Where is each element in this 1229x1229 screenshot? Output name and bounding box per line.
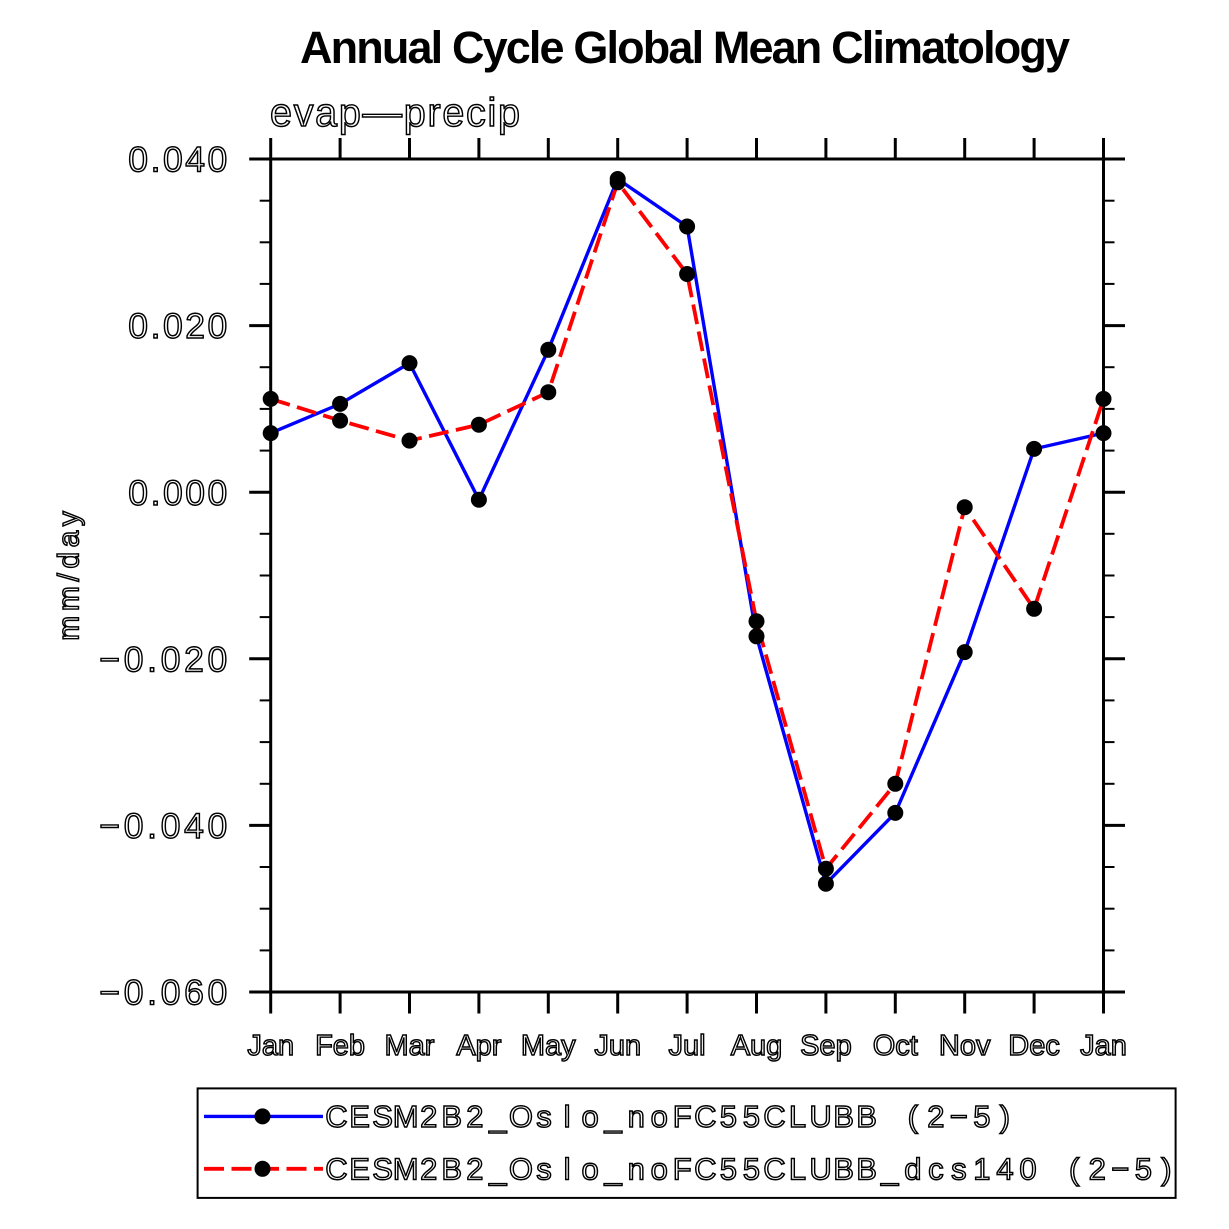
- svg-text:0.040: 0.040: [128, 140, 227, 180]
- svg-text:−0.040: −0.040: [99, 806, 227, 846]
- svg-text:0.000: 0.000: [128, 473, 227, 513]
- svg-text:May: May: [521, 1030, 576, 1062]
- svg-text:Jan: Jan: [247, 1030, 294, 1062]
- svg-text:−0.020: −0.020: [99, 639, 227, 679]
- svg-text:Jan: Jan: [1080, 1030, 1127, 1062]
- svg-text:CESM2B2_Oslo_noFC55CLUBB_dcs14: CESM2B2_Oslo_noFC55CLUBB_dcs140 (2−5): [325, 1151, 1171, 1186]
- svg-text:Jul: Jul: [669, 1030, 706, 1062]
- svg-text:0.020: 0.020: [128, 306, 227, 346]
- svg-text:Oct: Oct: [873, 1030, 918, 1062]
- svg-text:Nov: Nov: [939, 1030, 991, 1062]
- svg-text:Sep: Sep: [800, 1030, 852, 1062]
- svg-text:evap—precip: evap—precip: [270, 91, 520, 135]
- svg-text:mm/day: mm/day: [52, 511, 85, 641]
- svg-text:Dec: Dec: [1008, 1030, 1060, 1062]
- svg-text:Jun: Jun: [594, 1030, 641, 1062]
- svg-text:Feb: Feb: [315, 1030, 365, 1062]
- svg-text:Apr: Apr: [456, 1030, 501, 1062]
- svg-text:CESM2B2_Oslo_noFC55CLUBB (2−5): CESM2B2_Oslo_noFC55CLUBB (2−5): [325, 1099, 1010, 1134]
- svg-text:Aug: Aug: [731, 1030, 783, 1062]
- svg-text:Annual Cycle Global Mean Clima: Annual Cycle Global Mean Climatology: [300, 22, 1070, 73]
- svg-text:−0.060: −0.060: [99, 973, 227, 1013]
- svg-text:Mar: Mar: [385, 1030, 435, 1062]
